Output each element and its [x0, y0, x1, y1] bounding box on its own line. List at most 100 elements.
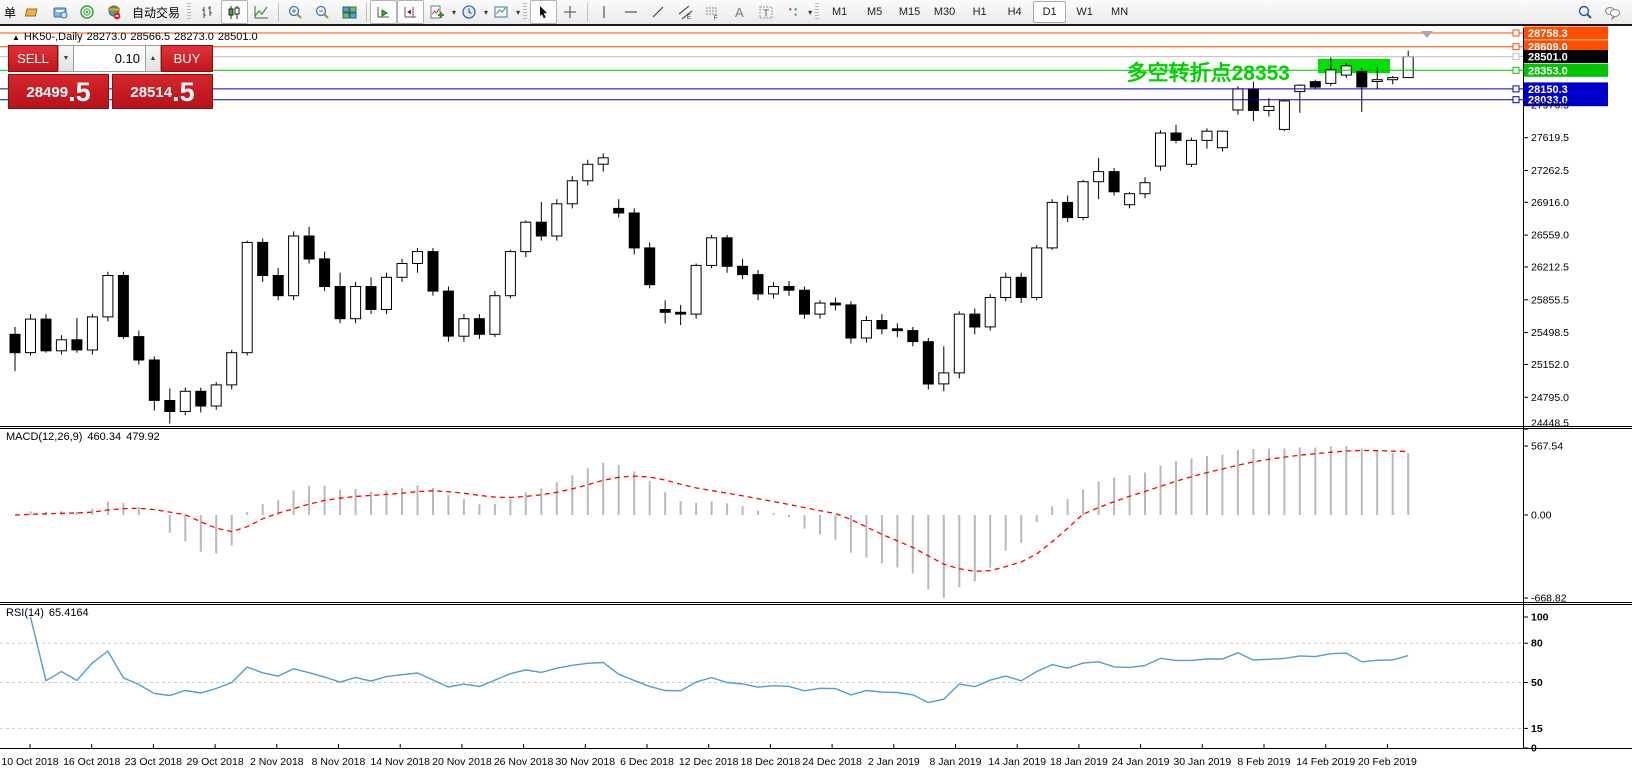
level-lines-layer: 28758.328609.028501.028353.028150.328033… — [0, 26, 1608, 107]
ohlc-low: 28273.0 — [174, 31, 214, 43]
price-axis: 27976.5 27619.5 27262.5 26916.0 26559.0 26212… — [1523, 28, 1569, 748]
indicators-dropdown-caret[interactable]: ▾ — [452, 7, 457, 17]
svg-text:24795.0: 24795.0 — [1531, 392, 1569, 404]
svg-text:27619.5: 27619.5 — [1531, 132, 1569, 144]
new-order-button[interactable]: 单 — [4, 5, 17, 20]
horizontal-line-icon[interactable] — [618, 0, 645, 24]
expert-advisor-icon[interactable] — [101, 0, 128, 24]
arrows-dropdown-caret[interactable]: ▾ — [808, 7, 813, 17]
line-chart-icon[interactable] — [248, 0, 275, 24]
svg-text:25152.0: 25152.0 — [1531, 359, 1569, 371]
bar-chart-icon[interactable] — [194, 0, 221, 24]
zoom-in-icon[interactable] — [282, 0, 309, 24]
templates-icon[interactable] — [488, 0, 515, 24]
timeframe-button-H4[interactable]: H4 — [1007, 6, 1022, 18]
buy-price-button[interactable]: 28514.5 — [112, 74, 213, 109]
svg-text:14 Nov 2018: 14 Nov 2018 — [370, 756, 430, 768]
svg-text:26212.5: 26212.5 — [1531, 262, 1569, 274]
timeframe-button-W1[interactable]: W1 — [1076, 6, 1093, 18]
timeframe-button-MN[interactable]: MN — [1111, 6, 1129, 18]
chart-title: ▲ HK50-,Daily 28273.0 28566.5 28273.0 28501.0 — [12, 31, 262, 43]
svg-text:10 Oct 2018: 10 Oct 2018 — [1, 756, 58, 768]
crosshair-icon[interactable] — [557, 0, 584, 24]
svg-text:30 Nov 2018: 30 Nov 2018 — [556, 756, 616, 768]
svg-text:28150.3: 28150.3 — [1528, 84, 1568, 96]
volume-increase-button[interactable]: ▲ — [145, 45, 161, 72]
auto-trading-button[interactable]: 自动交易 — [132, 5, 181, 20]
svg-text:29 Oct 2018: 29 Oct 2018 — [186, 756, 243, 768]
volume-input[interactable]: 0.10 — [74, 45, 145, 72]
svg-text:2 Nov 2018: 2 Nov 2018 — [250, 756, 304, 768]
svg-text:100: 100 — [1531, 612, 1549, 624]
cursor-icon[interactable] — [530, 0, 558, 24]
candles-layer — [9, 50, 1414, 424]
tile-windows-icon[interactable] — [336, 0, 363, 24]
signal-icon[interactable] — [74, 0, 101, 24]
svg-text:E: E — [687, 15, 691, 21]
svg-text:F: F — [714, 15, 718, 21]
svg-text:567.54: 567.54 — [1531, 441, 1563, 453]
svg-text:-668.82: -668.82 — [1531, 593, 1567, 605]
svg-text:16 Oct 2018: 16 Oct 2018 — [63, 756, 120, 768]
svg-text:6 Dec 2018: 6 Dec 2018 — [620, 756, 674, 768]
fibonacci-icon[interactable]: F — [699, 0, 726, 24]
chart-symbol-period: HK50-,Daily — [23, 31, 83, 43]
svg-text:24 Jan 2019: 24 Jan 2019 — [1112, 756, 1170, 768]
buy-button[interactable]: BUY — [161, 45, 213, 72]
volume-decrease-button[interactable]: ▼ — [58, 45, 74, 72]
timeframe-button-H1[interactable]: H1 — [972, 6, 987, 18]
svg-text:8 Jan 2019: 8 Jan 2019 — [930, 756, 982, 768]
svg-text:24 Dec 2018: 24 Dec 2018 — [802, 756, 862, 768]
svg-text:12 Dec 2018: 12 Dec 2018 — [679, 756, 739, 768]
sell-price-button[interactable]: 28499.5 — [8, 74, 109, 109]
macd-signal-value: 479.92 — [126, 431, 160, 443]
trendline-icon[interactable] — [645, 0, 672, 24]
equidistant-channel-icon[interactable]: E — [672, 0, 699, 24]
candlestick-chart-icon[interactable] — [221, 0, 249, 24]
svg-text:T: T — [763, 8, 769, 19]
timeframe-button-D1[interactable]: D1 — [1033, 1, 1067, 23]
svg-text:26559.0: 26559.0 — [1531, 230, 1569, 242]
svg-text:24448.5: 24448.5 — [1531, 418, 1569, 430]
gold-cube-icon[interactable] — [20, 0, 47, 24]
svg-text:14 Jan 2019: 14 Jan 2019 — [988, 756, 1046, 768]
ohlc-high: 28566.5 — [130, 31, 171, 43]
timeframe-button-M15[interactable]: M15 — [898, 6, 921, 18]
svg-text:26916.0: 26916.0 — [1531, 197, 1569, 209]
terminal-window-icon[interactable] — [47, 0, 74, 24]
svg-text:A: A — [735, 5, 744, 20]
auto-scroll-icon[interactable] — [370, 0, 398, 24]
date-axis: 10 Oct 2018 16 Oct 2018 23 Oct 2018 29 Oct … — [1, 744, 1417, 768]
timeframe-button-M1[interactable]: M1 — [831, 6, 848, 18]
chart-shift-icon[interactable] — [397, 0, 425, 24]
chart-shift-marker — [1421, 31, 1433, 38]
svg-text:25498.5: 25498.5 — [1531, 327, 1569, 339]
window-marker-icon: ▲ — [12, 33, 20, 42]
svg-text:20 Feb 2019: 20 Feb 2019 — [1358, 756, 1417, 768]
svg-text:28501.0: 28501.0 — [1528, 52, 1568, 64]
text-label-icon[interactable]: T — [753, 0, 780, 24]
timeframe-button-M5[interactable]: M5 — [866, 6, 883, 18]
ohlc-open: 28273.0 — [86, 31, 127, 43]
rsi-value: 65.4164 — [48, 607, 89, 619]
sell-button[interactable]: SELL — [8, 45, 58, 72]
timeframe-button-M30[interactable]: M30 — [933, 6, 956, 18]
svg-text:28758.3: 28758.3 — [1528, 28, 1568, 40]
buy-price-frac: .5 — [172, 77, 195, 107]
zoom-out-icon[interactable] — [309, 0, 336, 24]
comments-icon[interactable] — [1599, 0, 1626, 24]
svg-text:0: 0 — [1531, 743, 1537, 755]
buy-price-main: 28514 — [130, 84, 173, 101]
vertical-line-icon[interactable] — [591, 0, 618, 24]
svg-text:27976.5: 27976.5 — [1531, 99, 1569, 111]
indicators-icon[interactable] — [424, 0, 451, 24]
svg-text:28033.0: 28033.0 — [1528, 95, 1568, 107]
arrows-icon[interactable] — [780, 0, 807, 24]
periods-dropdown-caret[interactable]: ▾ — [484, 7, 489, 17]
text-icon[interactable]: A — [726, 0, 753, 24]
sell-price-main: 28499 — [26, 84, 69, 101]
periods-clock-icon[interactable] — [456, 0, 483, 24]
search-icon[interactable] — [1572, 0, 1599, 24]
templates-dropdown-caret[interactable]: ▾ — [516, 7, 521, 17]
